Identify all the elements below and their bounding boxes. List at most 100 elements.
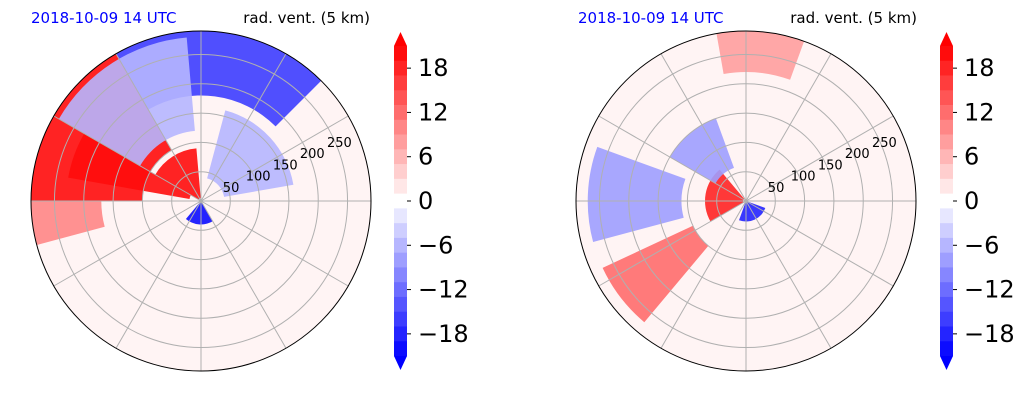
colorbar-swatch (940, 149, 953, 165)
colorbar-swatch (394, 119, 407, 135)
colorbar-swatch (394, 164, 407, 180)
colorbar-label: 6 (964, 143, 979, 171)
field-region-negative-8 (207, 110, 294, 197)
range-ring-label-150: 150 (818, 158, 843, 173)
colorbar-swatch (940, 282, 953, 298)
colorbar-swatch (940, 296, 953, 313)
azimuth-spoke-120 (745, 200, 894, 287)
colorbar-swatch (394, 178, 407, 194)
colorbar-swatch (394, 46, 407, 62)
colorbar-swatch (940, 46, 953, 62)
range-ring-label-100: 100 (246, 170, 271, 185)
azimuth-spoke-240 (598, 200, 747, 287)
colorbar-label: 12 (418, 98, 449, 126)
colorbar-extend-max (394, 32, 407, 46)
colorbar-extend-min (940, 356, 953, 370)
colorbar-label: 18 (418, 54, 449, 82)
azimuth-spoke-30 (200, 53, 287, 202)
colorbar-swatches-right (940, 32, 953, 370)
colorbar-swatch (394, 267, 407, 283)
colorbar-swatch (940, 75, 953, 91)
field-plot-left (31, 31, 371, 371)
colorbar-swatch (394, 134, 407, 150)
field-region-negative-4 (587, 146, 686, 242)
colorbar-extend-max (940, 32, 953, 46)
range-ring-label-200: 200 (300, 147, 325, 162)
colorbar-swatch (940, 105, 953, 121)
colorbar-swatch (394, 90, 407, 106)
azimuth-spoke-330 (660, 53, 747, 202)
colorbar-swatch (940, 164, 953, 180)
colorbar-right: 18 12 6 0 −6 −12 −18 (940, 32, 1015, 370)
colorbar-swatch (940, 178, 953, 194)
colorbar-swatch (394, 208, 407, 224)
colorbar-swatch (940, 237, 953, 253)
colorbar-swatch (940, 193, 953, 209)
colorbar-labels-right: 18 12 6 0 −6 −12 −18 (953, 54, 1015, 348)
azimuth-spoke-210 (660, 200, 747, 349)
range-ring-label-150: 150 (273, 158, 298, 173)
range-ring-label-250: 250 (327, 136, 352, 151)
azimuth-spoke-150 (200, 200, 287, 349)
colorbar-swatch (940, 208, 953, 224)
field-region-negative-4 (185, 201, 213, 225)
azimuth-spoke-210 (115, 200, 202, 349)
field-region-positive-3 (155, 148, 201, 200)
colorbar-swatch (940, 311, 953, 327)
colorbar-label: 6 (418, 143, 433, 171)
colorbar-swatches-left (394, 32, 407, 370)
field-regions-left (31, 31, 322, 245)
colorbar-swatch (940, 134, 953, 150)
range-ring-label-250: 250 (872, 136, 897, 151)
azimuth-spoke-330 (115, 53, 202, 202)
azimuth-spoke-300 (598, 115, 747, 202)
colorbar-swatch (394, 341, 407, 357)
azimuth-spoke-150 (745, 200, 832, 349)
field-region-positive-3 (602, 225, 709, 323)
field-region-negative-6 (58, 37, 195, 166)
colorbar-swatch (394, 223, 407, 239)
colorbar-labels-left: 18 12 6 0 −6 −12 −18 (407, 54, 469, 348)
colorbar-swatch (940, 60, 953, 76)
range-ring-label-100: 100 (791, 170, 816, 185)
azimuth-spoke-30 (745, 53, 832, 202)
colorbar-label: 12 (964, 98, 995, 126)
colorbar-swatch (394, 60, 407, 76)
colorbar-swatch (940, 252, 953, 268)
colorbar-swatch (394, 149, 407, 165)
polar-frame-left (30, 30, 372, 372)
field-plot-right (576, 31, 916, 371)
azimuth-spoke-120 (200, 200, 349, 287)
azimuth-spoke-60 (745, 115, 894, 202)
grid-left (31, 31, 371, 371)
azimuth-spoke-240 (53, 200, 202, 287)
date-title-left: 2018-10-09 14 UTC (31, 9, 177, 27)
colorbar-swatch (940, 90, 953, 106)
colorbar-label: −6 (964, 231, 999, 259)
colorbar-label: 0 (418, 187, 433, 215)
range-ring-label-200: 200 (845, 147, 870, 162)
colorbar-swatch (940, 326, 953, 342)
date-title-right: 2018-10-09 14 UTC (578, 9, 724, 27)
azimuth-spoke-300 (53, 115, 202, 202)
colorbar-label: −12 (418, 276, 469, 304)
colorbar-extend-min (394, 356, 407, 370)
colorbar-label: −18 (964, 320, 1015, 348)
colorbar-swatch (394, 75, 407, 91)
azimuth-spoke-60 (200, 115, 349, 202)
colorbar-swatch (940, 223, 953, 239)
field-regions-right (587, 31, 805, 323)
colorbar-swatch (940, 341, 953, 357)
colorbar-swatch (394, 311, 407, 327)
colorbar-swatch (394, 326, 407, 342)
polar-frame-right (575, 30, 917, 372)
colorbar-swatch (394, 237, 407, 253)
colorbar-swatch (394, 193, 407, 209)
grid-right (576, 31, 916, 371)
colorbar-swatch (394, 282, 407, 298)
variable-title-right: rad. vent. (5 km) (790, 9, 917, 27)
